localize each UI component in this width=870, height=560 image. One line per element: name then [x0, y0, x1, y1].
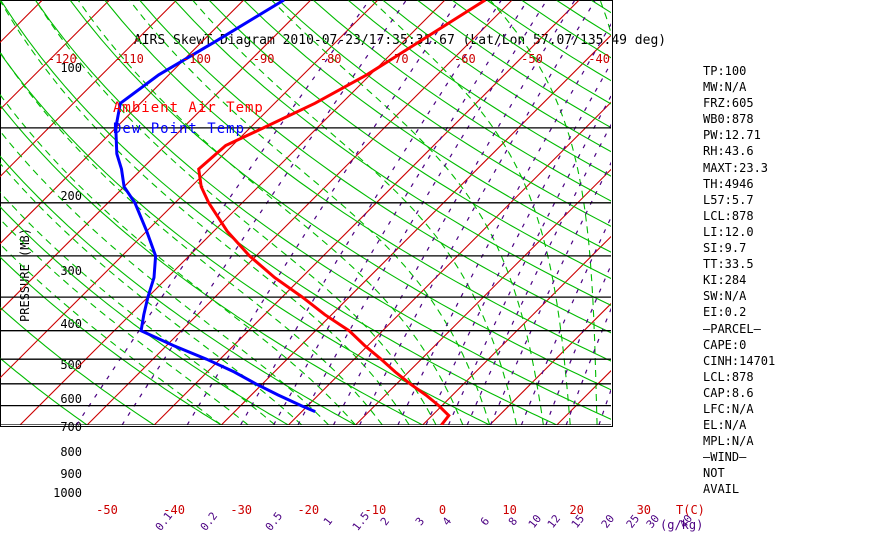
stat-item: L57:5.7 [703, 192, 754, 207]
pressure-tick-700: 700 [60, 420, 82, 435]
stat-item: CAPE:0 [703, 337, 747, 352]
bottom-temp-tick--30: -30 [230, 503, 253, 517]
top-temp-tick--70: -70 [386, 52, 409, 66]
top-temp-tick--110: -110 [114, 52, 144, 66]
stat-item: EL:N/A [703, 418, 747, 433]
stat-item: KI:284 [703, 273, 747, 288]
stat-item: MW:N/A [703, 80, 747, 95]
sounding-stats-panel: TP:100 MW:N/A FRZ:605 WB0:878 PW:12.71 RH:43.… [703, 63, 775, 498]
mixing-ratio-axis-label: (g/kg) [660, 518, 704, 532]
skewt-plot-area [0, 0, 613, 427]
bottom-temp-tick-30: 30 [636, 503, 652, 517]
mixing-ratio-lines [76, 0, 611, 425]
bottom-temp-tick--40: -40 [163, 503, 185, 517]
bottom-temp-tick-10: 10 [502, 503, 517, 517]
bottom-temp-tick-20: 20 [569, 503, 584, 517]
stat-item: EI:0.2 [703, 305, 747, 320]
stat-item: AVAIL [703, 482, 740, 497]
mixing-ratio-tick-12: 12 [544, 512, 564, 531]
stat-item: RH:43.6 [703, 144, 754, 159]
stat-item: LFC:N/A [703, 401, 754, 416]
stat-item: LCL:878 [703, 208, 754, 223]
stat-item: LCL:878 [703, 369, 754, 384]
stat-item: MAXT:23.3 [703, 160, 769, 175]
legend-ambient-air-temp: Ambient Air Temp [113, 100, 264, 116]
mixing-ratio-tick-2: 2 [377, 514, 393, 529]
pressure-tick-200: 200 [60, 188, 82, 203]
mixing-ratio-tick-4: 4 [439, 514, 454, 529]
pressure-tick-100: 100 [60, 61, 82, 75]
stat-item: TP:100 [703, 64, 747, 78]
pressure-tick-800: 800 [60, 444, 82, 459]
stat-item: TH:4946 [703, 176, 754, 191]
bottom-temp-tick--20: -20 [297, 503, 320, 517]
mixing-ratio-tick-10: 10 [526, 512, 545, 531]
top-temp-tick--80: -80 [319, 52, 342, 66]
top-temp-tick--50: -50 [521, 52, 543, 66]
stat-item: SI:9.7 [703, 241, 747, 256]
mixing-ratio-tick-6: 6 [477, 514, 493, 529]
stat-item: FRZ:605 [703, 96, 754, 111]
mixing-ratio-tick-0.5: 0.5 [262, 509, 286, 534]
skewt-chart-svg [0, 0, 611, 425]
top-temp-tick--100: -100 [182, 52, 211, 66]
pressure-tick-1000: 1000 [53, 486, 82, 500]
isobar-lines [0, 0, 611, 425]
top-temp-tick--60: -60 [454, 52, 476, 66]
pressure-axis: 100 200 300 400 500 600 700 800 900 1000 [0, 0, 82, 560]
moist-adiabat-lines [0, 0, 611, 425]
stat-item: TT:33.5 [703, 257, 754, 272]
profile-curves [114, 0, 487, 425]
stat-item: WB0:878 [703, 112, 754, 127]
pressure-tick-900: 900 [60, 466, 82, 481]
dry-adiabat-lines [0, 0, 611, 425]
stat-item: —PARCEL— [703, 321, 761, 336]
mixing-ratio-tick-8: 8 [505, 514, 521, 529]
bottom-temp-tick-0: 0 [438, 503, 447, 517]
mixing-ratio-tick-1: 1 [320, 514, 335, 529]
stat-item: NOT [703, 466, 725, 481]
stat-item: CAP:8.6 [703, 385, 754, 400]
bottom-temp-tick--10: -10 [364, 503, 387, 517]
stat-item: LI:12.0 [703, 224, 754, 239]
stat-item: —WIND— [703, 450, 747, 465]
stat-item: CINH:14701 [703, 353, 776, 368]
top-temp-tick--90: -90 [252, 52, 275, 66]
stat-item: PW:12.71 [703, 128, 761, 143]
isotherm-lines [0, 0, 611, 425]
mixing-ratio-tick-0.2: 0.2 [197, 509, 221, 534]
mixing-ratio-tick-20: 20 [599, 512, 618, 531]
bottom-temp-tick--50: -50 [96, 503, 118, 517]
stat-item: SW:N/A [703, 289, 747, 304]
mixing-ratio-tick-3: 3 [413, 514, 428, 529]
pressure-tick-600: 600 [60, 391, 82, 406]
top-temp-tick--40: -40 [588, 52, 610, 66]
temperature-axis-label: T(C) [676, 503, 705, 517]
top-temp-tick--120: -120 [47, 52, 77, 66]
stat-item: MPL:N/A [703, 434, 754, 449]
legend-dew-point-temp: Dew Point Temp [113, 121, 246, 137]
pressure-tick-400: 400 [60, 316, 82, 331]
